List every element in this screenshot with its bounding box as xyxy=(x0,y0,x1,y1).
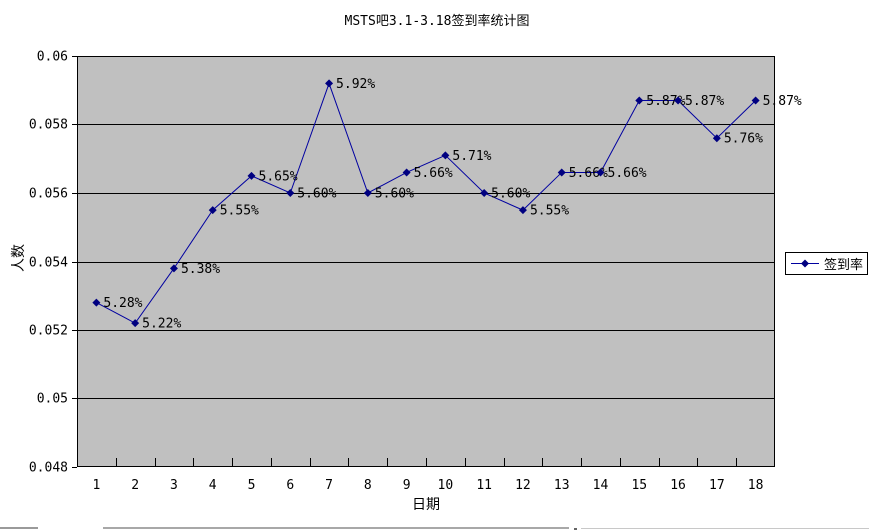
y-axis-tick-label: 0.056 xyxy=(29,187,68,202)
y-axis-title: 人数 xyxy=(11,244,27,272)
data-point-label: 5.71% xyxy=(452,149,491,164)
data-point-label: 5.66% xyxy=(569,166,608,181)
data-point-label: 5.66% xyxy=(608,166,647,181)
data-point-label: 5.60% xyxy=(297,187,336,202)
x-axis-tick-label: 7 xyxy=(325,478,333,493)
x-axis-tick-label: 5 xyxy=(248,478,256,493)
data-point-marker xyxy=(92,298,101,307)
x-axis-tick-label: 11 xyxy=(476,478,492,493)
data-point-marker xyxy=(674,96,683,105)
legend-marker-icon xyxy=(791,259,819,268)
bottom-partial-bar-left xyxy=(0,527,38,529)
x-axis-tick-label: 13 xyxy=(554,478,570,493)
data-point-marker xyxy=(635,96,644,105)
data-point-label: 5.28% xyxy=(103,296,142,311)
series-line xyxy=(96,81,756,324)
data-point-label: 5.87% xyxy=(763,94,802,109)
data-point-label: 5.60% xyxy=(491,187,530,202)
bottom-partial-bar-middle xyxy=(103,527,569,529)
legend-label: 签到率 xyxy=(824,258,864,273)
y-axis-tick-label: 0.05 xyxy=(37,392,68,407)
data-point-marker xyxy=(325,79,334,88)
x-axis-tick-label: 6 xyxy=(286,478,294,493)
x-axis-tick-label: 1 xyxy=(92,478,100,493)
data-point-marker xyxy=(402,168,411,177)
data-point-marker xyxy=(712,134,721,143)
x-axis-tick-label: 3 xyxy=(170,478,178,493)
data-point-label: 5.87% xyxy=(685,94,724,109)
data-point-marker xyxy=(557,168,566,177)
data-point-label: 5.55% xyxy=(220,204,259,219)
data-point-marker xyxy=(596,168,605,177)
data-point-marker xyxy=(441,151,450,160)
y-axis-tick-label: 0.06 xyxy=(37,50,68,65)
data-point-marker xyxy=(286,189,295,197)
data-point-marker xyxy=(169,264,178,273)
y-axis-tick-label: 0.058 xyxy=(29,118,68,133)
bottom-partial-bar-right xyxy=(581,528,869,529)
x-axis-title: 日期 xyxy=(412,497,440,513)
chart-title: MSTS吧3.1-3.18签到率统计图 xyxy=(344,14,530,29)
x-axis-tick-label: 10 xyxy=(438,478,454,493)
data-point-marker xyxy=(518,206,527,215)
data-point-label: 5.38% xyxy=(181,262,220,277)
y-axis-tick-label: 0.048 xyxy=(29,461,68,476)
data-point-marker xyxy=(480,189,489,197)
x-axis-tick-label: 4 xyxy=(209,478,217,493)
x-axis-tick-label: 2 xyxy=(131,478,139,493)
y-axis-tick-label: 0.054 xyxy=(29,256,68,271)
x-axis-tick-label: 12 xyxy=(515,478,531,493)
y-axis-tick-label: 0.052 xyxy=(29,324,68,339)
data-point-label: 5.87% xyxy=(646,94,685,109)
data-point-label: 5.65% xyxy=(259,169,298,184)
legend: 签到率 xyxy=(785,252,868,275)
data-point-label: 5.92% xyxy=(336,77,375,92)
x-axis-tick-label: 17 xyxy=(709,478,725,493)
data-point-label: 5.55% xyxy=(530,204,569,219)
x-axis-tick-label: 8 xyxy=(364,478,372,493)
data-point-marker xyxy=(363,189,372,197)
data-point-label: 5.60% xyxy=(375,187,414,202)
data-point-marker xyxy=(751,96,760,105)
x-axis-tick-label: 15 xyxy=(631,478,647,493)
bottom-partial-dot xyxy=(574,528,577,530)
data-point-marker xyxy=(131,319,140,328)
x-axis-tick-label: 14 xyxy=(593,478,609,493)
data-point-marker xyxy=(208,206,217,215)
x-axis-tick-label: 18 xyxy=(748,478,764,493)
x-axis-tick-label: 16 xyxy=(670,478,686,493)
data-point-label: 5.22% xyxy=(142,317,181,332)
data-point-label: 5.66% xyxy=(414,166,453,181)
data-point-marker xyxy=(247,171,256,180)
x-axis-tick-label: 9 xyxy=(403,478,411,493)
data-point-label: 5.76% xyxy=(724,132,763,147)
